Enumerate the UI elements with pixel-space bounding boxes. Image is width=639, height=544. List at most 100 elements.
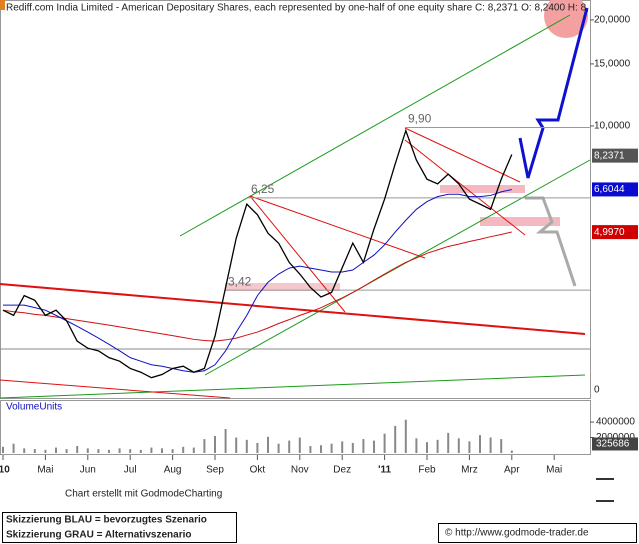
volume-bar	[500, 439, 503, 453]
volume-bar	[489, 437, 492, 453]
volume-bar	[457, 438, 460, 453]
support-zone	[480, 217, 560, 226]
x-tick-label: '10	[0, 465, 10, 476]
note: Skizzierung GRAU = Alternativszenario	[6, 530, 192, 541]
axis-floor-label: 0	[594, 385, 600, 396]
volume-bar	[394, 425, 397, 453]
trend-line	[249, 195, 346, 313]
trend-line	[404, 127, 521, 183]
volume-bar	[426, 442, 428, 453]
volume-bar	[44, 449, 47, 453]
volume-bar	[139, 449, 142, 453]
price-tag-label: 6,6044	[594, 184, 625, 195]
x-tick-label: Sep	[206, 465, 224, 476]
trend-line	[0, 379, 231, 399]
volume-bar	[129, 449, 132, 453]
volume-bar	[510, 450, 513, 453]
volume-bar	[23, 448, 26, 453]
volume-bar	[12, 443, 15, 453]
volume-bar	[214, 435, 216, 453]
support-zone	[440, 185, 525, 193]
volume-bar	[436, 439, 439, 453]
level-label: 9,90	[408, 112, 432, 126]
volume-bar	[351, 442, 354, 453]
x-tick-label: Apr	[504, 465, 520, 476]
volume-bar	[161, 448, 163, 453]
price-line	[2, 128, 513, 379]
y-tick-label: 15,0000	[594, 59, 631, 70]
x-tick-label: Feb	[418, 465, 436, 476]
volume-bar	[288, 440, 291, 453]
credit: Chart erstellt mit GodmodeCharting	[65, 489, 222, 500]
source: © http://www.godmode-trader.de	[445, 528, 589, 539]
volume-tag	[592, 437, 638, 451]
volume-bar	[415, 438, 418, 453]
decor	[596, 500, 614, 502]
target-zone	[544, 0, 588, 38]
volume-bar	[97, 449, 100, 453]
level-label: 3,42	[228, 274, 252, 288]
price-tag-label: 8,2371	[594, 150, 625, 161]
x-tick-label: Mai	[37, 465, 53, 476]
y-tick-label: 4000000	[596, 417, 635, 428]
volume-bar	[192, 447, 195, 453]
support-zone	[225, 283, 340, 291]
volume-bar	[2, 446, 4, 453]
volume-bar	[447, 432, 450, 453]
x-tick-label: '11	[378, 465, 391, 476]
volume-bar	[245, 439, 248, 453]
notes-box	[2, 512, 237, 543]
preferred-scenario	[518, 7, 589, 179]
trend-line	[0, 374, 586, 399]
x-tick-label: Nov	[291, 465, 309, 476]
level-label: 6,25	[251, 182, 275, 196]
volume-bar	[150, 447, 153, 453]
volume-bar	[182, 446, 185, 453]
volume-bar	[479, 435, 481, 453]
volume-bar	[404, 419, 407, 453]
drawings	[0, 0, 591, 399]
logo-icon	[0, 0, 5, 10]
x-tick-label: Dez	[333, 465, 351, 476]
trend-line	[404, 139, 526, 236]
volume-bar	[330, 443, 333, 453]
chart-title: Rediff.com India Limited - American Depo…	[6, 3, 589, 14]
decor	[596, 478, 614, 480]
x-tick-label: Jul	[124, 465, 137, 476]
volume-bar	[267, 436, 269, 453]
price-tag	[592, 182, 638, 197]
volume-bar	[309, 446, 312, 453]
volume-bar	[235, 437, 238, 453]
trend-channel	[179, 14, 571, 237]
price-tag	[592, 225, 638, 240]
volume-panel	[0, 400, 591, 455]
volume-bar	[256, 442, 259, 453]
y-tick-label: 20,0000	[594, 15, 631, 26]
y-tick-label: 10,0000	[594, 121, 631, 132]
source-box	[438, 523, 637, 543]
volume-bar	[320, 445, 322, 453]
volume-bar	[277, 443, 280, 453]
volume-bar	[203, 439, 206, 453]
price-tag-label: 4,9970	[594, 227, 625, 238]
volume-bar	[108, 449, 110, 453]
volume-bar	[383, 433, 386, 453]
volume-bar	[86, 448, 89, 453]
volume-bar	[65, 449, 68, 453]
volume-bar	[362, 439, 365, 453]
moving-average	[3, 189, 512, 373]
volume-title: VolumeUnits	[6, 402, 62, 413]
price-panel	[0, 0, 591, 399]
x-tick-label: Mrz	[461, 465, 478, 476]
volume-bar	[468, 441, 471, 453]
price-tag	[592, 148, 638, 163]
x-tick-label: Aug	[164, 465, 182, 476]
volume-bar	[76, 446, 79, 453]
x-tick-label: Mai	[546, 465, 562, 476]
volume-bar	[298, 437, 301, 453]
x-tick-label: Okt	[250, 465, 266, 476]
trend-line	[0, 283, 586, 335]
note: Skizzierung BLAU = bevorzugtes Szenario	[6, 515, 207, 526]
volume-bar	[55, 447, 57, 453]
